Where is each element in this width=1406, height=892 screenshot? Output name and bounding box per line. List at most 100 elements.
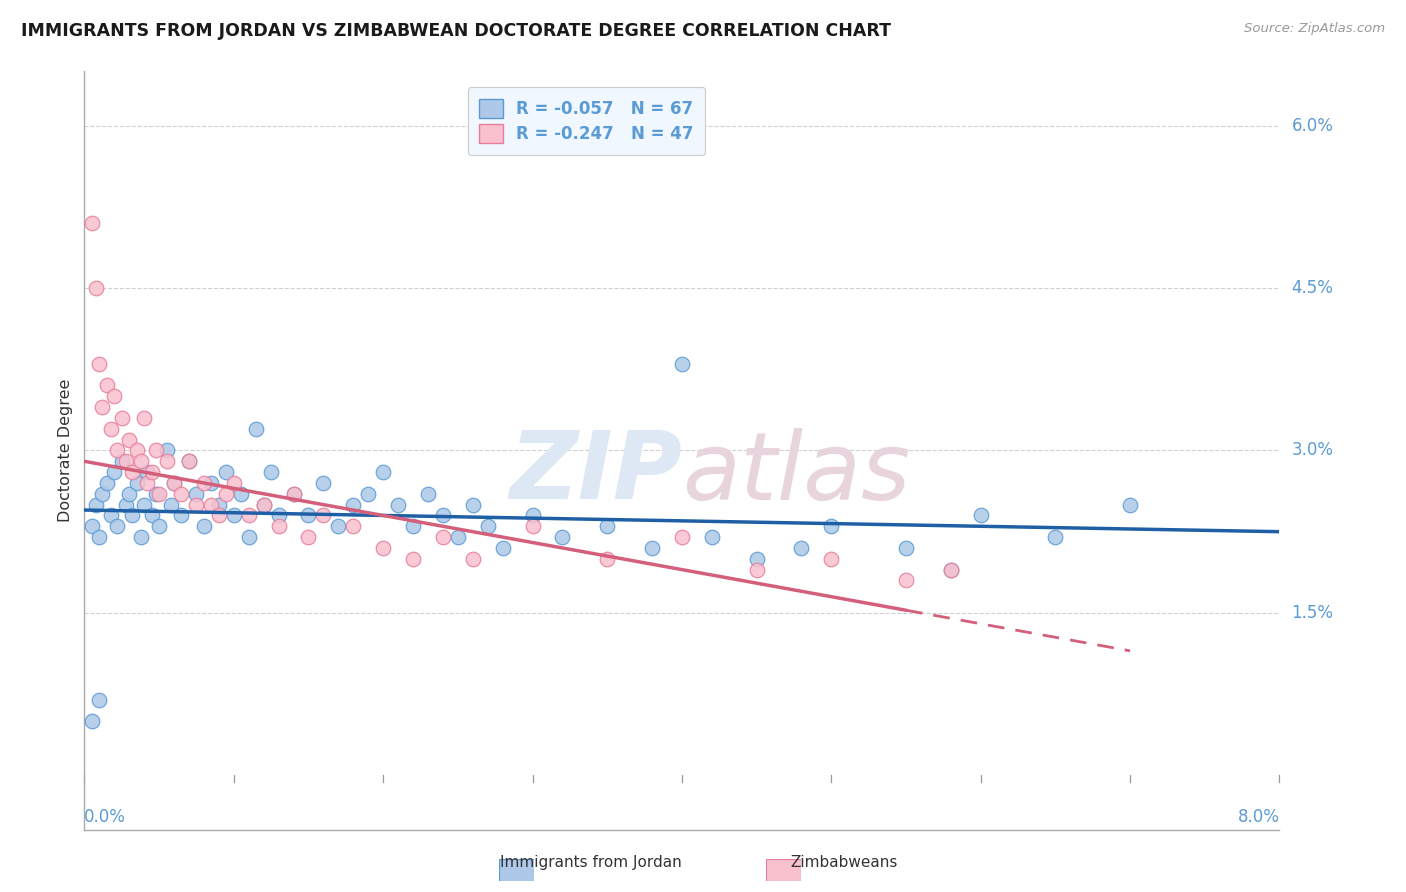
Point [186,498,208,512]
Point [177,454,200,468]
Text: atlas: atlas [682,427,910,519]
Text: 3.0%: 3.0% [1292,442,1333,459]
Point [89,692,111,706]
Point [103,389,125,403]
Point [141,465,163,479]
Point [492,541,515,555]
Point [193,519,215,533]
Point [125,475,148,490]
Point [193,475,215,490]
Point [342,498,364,512]
Point [105,519,128,533]
Text: Zimbabweans: Zimbabweans [790,855,897,870]
Point [267,508,290,523]
Point [387,498,409,512]
Point [416,487,439,501]
Point [432,530,454,544]
Point [121,508,143,523]
Point [132,411,156,425]
Point [208,498,231,512]
Point [297,530,319,544]
Point [461,551,484,566]
Point [91,400,114,414]
Point [283,487,305,501]
Point [432,508,454,523]
Text: 8.0%: 8.0% [1237,808,1279,826]
Point [100,422,122,436]
Point [297,508,319,523]
Point [312,508,335,523]
Point [267,519,290,533]
Point [790,541,813,555]
Point [145,487,167,501]
Point [132,498,156,512]
Point [894,574,917,588]
Point [820,551,842,566]
Point [939,563,962,577]
Point [177,454,200,468]
Point [200,498,222,512]
Point [129,530,152,544]
Point [215,465,238,479]
Point [186,487,208,501]
Point [96,475,118,490]
Point [163,475,186,490]
Point [357,487,380,501]
Point [373,465,395,479]
Point [215,487,238,501]
Y-axis label: Doctorate Degree: Doctorate Degree [58,379,73,522]
Point [136,475,159,490]
Point [522,508,544,523]
Point [551,530,574,544]
Point [245,422,267,436]
Point [170,508,193,523]
Legend: R = -0.057   N = 67, R = -0.247   N = 47: R = -0.057 N = 67, R = -0.247 N = 47 [468,87,704,155]
Point [970,508,993,523]
Point [80,519,103,533]
Point [121,465,143,479]
Point [89,357,111,371]
Point [700,530,723,544]
Point [86,498,108,512]
Point [141,508,163,523]
Point [208,508,231,523]
Text: 0.0%: 0.0% [84,808,127,826]
Point [80,714,103,729]
Text: 6.0%: 6.0% [1292,117,1333,135]
Point [96,378,118,392]
Point [111,454,134,468]
Text: IMMIGRANTS FROM JORDAN VS ZIMBABWEAN DOCTORATE DEGREE CORRELATION CHART: IMMIGRANTS FROM JORDAN VS ZIMBABWEAN DOC… [21,22,891,40]
Point [1045,530,1067,544]
Point [118,433,141,447]
Point [373,541,395,555]
Point [312,475,335,490]
Point [461,498,484,512]
Point [328,519,350,533]
Point [745,563,768,577]
Point [402,519,425,533]
Text: Source: ZipAtlas.com: Source: ZipAtlas.com [1244,22,1385,36]
Point [136,465,159,479]
Point [596,551,619,566]
Point [477,519,499,533]
Point [820,519,842,533]
Point [155,454,177,468]
Point [105,443,128,458]
Point [160,498,183,512]
Point [100,508,122,523]
Point [1119,498,1142,512]
Point [894,541,917,555]
Point [103,465,125,479]
Point [118,487,141,501]
Point [671,357,693,371]
Point [115,454,138,468]
Point [111,411,134,425]
Text: Immigrants from Jordan: Immigrants from Jordan [499,855,682,870]
Point [342,519,364,533]
Point [253,498,276,512]
Point [222,508,245,523]
Text: 4.5%: 4.5% [1292,279,1333,297]
Point [238,508,260,523]
Point [80,216,103,230]
Point [145,443,167,458]
